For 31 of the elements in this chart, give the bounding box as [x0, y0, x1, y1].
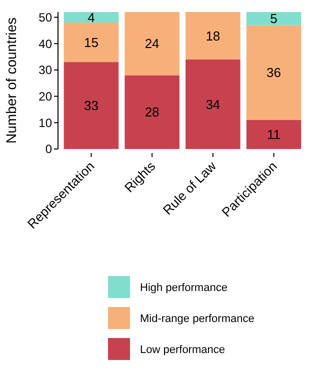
y-axis-title: Number of countries — [3, 17, 19, 144]
data-label: 5 — [270, 11, 278, 26]
data-label: 36 — [266, 65, 282, 80]
bar — [124, 12, 180, 76]
data-label: 33 — [84, 98, 98, 114]
bar — [246, 25, 302, 120]
y-tick-label: 0 — [45, 142, 52, 156]
bar — [64, 22, 119, 62]
y-tick-label: 30 — [38, 63, 52, 78]
y-tick-label: 40 — [38, 36, 52, 51]
bar — [124, 75, 180, 149]
bar — [246, 120, 302, 149]
data-label: 24 — [144, 36, 160, 52]
bar — [64, 12, 119, 23]
bar — [186, 12, 240, 60]
y-tick-label: 50 — [38, 10, 52, 24]
legend-label: High performance — [140, 282, 228, 294]
legend-label: Low performance — [140, 344, 225, 356]
x-tick-label: Rule of Law — [160, 158, 220, 218]
data-label: 15 — [84, 34, 98, 50]
data-label: 11 — [267, 127, 281, 142]
y-tick-label: 10 — [38, 116, 52, 130]
data-label: 4 — [88, 10, 95, 25]
data-label: 34 — [206, 96, 220, 112]
bar — [186, 59, 240, 149]
data-label: 28 — [144, 104, 160, 120]
bar — [64, 62, 119, 149]
data-label: 18 — [206, 28, 220, 44]
y-tick-label: 20 — [38, 90, 52, 104]
bar — [246, 12, 302, 26]
legend-label: Mid-range performance — [140, 312, 254, 325]
